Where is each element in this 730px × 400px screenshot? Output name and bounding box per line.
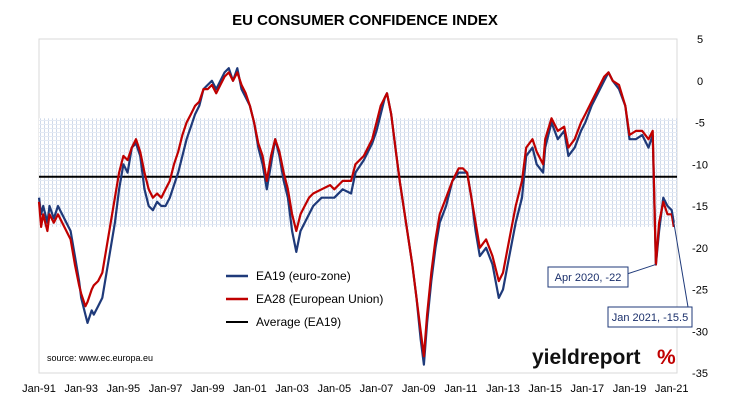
legend-label-ea28: EA28 (European Union): [256, 292, 383, 306]
x-tick-label: Jan-93: [64, 383, 98, 395]
y-tick-label: -30: [692, 326, 708, 338]
legend-label-avg: Average (EA19): [256, 315, 341, 329]
callout-leader: [671, 210, 689, 308]
x-tick-label: Jan-97: [149, 383, 183, 395]
legend-label-ea19: EA19 (euro-zone): [256, 269, 351, 283]
range-band: [39, 118, 677, 227]
x-tick-label: Jan-15: [528, 383, 562, 395]
x-tick-label: Jan-99: [191, 383, 225, 395]
x-tick-label: Jan-95: [107, 383, 141, 395]
series-line-ea19: [37, 67, 675, 366]
y-tick-label: -5: [695, 118, 705, 130]
x-tick-label: Jan-91: [22, 383, 56, 395]
x-tick-label: Jan-11: [444, 383, 477, 395]
callout-label: Jan 2021, -15.5: [612, 312, 688, 324]
y-tick-label: -10: [692, 159, 708, 171]
x-tick-label: Jan-05: [317, 383, 351, 395]
logo-wordmark: yieldreport: [532, 346, 641, 369]
y-axis: 5 0 -5 -10 -15 -20 -25 -30 -35: [692, 34, 708, 380]
x-tick-label: Jan-13: [486, 383, 520, 395]
x-tick-label: Jan-09: [402, 383, 436, 395]
x-tick-label: Jan-07: [360, 383, 394, 395]
logo-percent-symbol: %: [657, 346, 676, 369]
y-tick-label: -15: [692, 201, 708, 213]
callout-label: Apr 2020, -22: [555, 272, 622, 284]
y-tick-label: -35: [692, 368, 708, 380]
source-note: source: www.ec.europa.eu: [47, 353, 153, 363]
average-band-rect: [39, 118, 677, 227]
callout-box: [607, 306, 693, 328]
callout-jan-2021: Jan 2021, -15.5: [607, 210, 693, 328]
y-tick-label: 0: [697, 76, 703, 88]
callout-leader: [623, 263, 657, 276]
x-tick-label: Jan-21: [655, 383, 689, 395]
y-tick-label: -25: [692, 285, 708, 297]
legend: EA19 (euro-zone) EA28 (European Union) A…: [226, 269, 383, 329]
callout-apr-2020: Apr 2020, -22: [547, 263, 657, 288]
x-tick-label: Jan-03: [275, 383, 309, 395]
x-tick-label: Jan-17: [571, 383, 605, 395]
x-axis: Jan-91 Jan-93 Jan-95 Jan-97 Jan-99 Jan-01 Jan-…: [22, 383, 688, 395]
series-group: [37, 67, 675, 366]
y-tick-label: -20: [692, 243, 708, 255]
x-tick-label: Jan-19: [613, 383, 647, 395]
yieldreport-logo: yieldreport %: [532, 346, 676, 369]
x-tick-label: Jan-01: [233, 383, 267, 395]
chart-title: EU CONSUMER CONFIDENCE INDEX: [232, 12, 498, 29]
callouts: Apr 2020, -22 Jan 2021, -15.5: [547, 210, 693, 328]
y-tick-label: 5: [697, 34, 703, 46]
series-line-ea28: [37, 71, 675, 358]
callout-box: [547, 266, 629, 288]
